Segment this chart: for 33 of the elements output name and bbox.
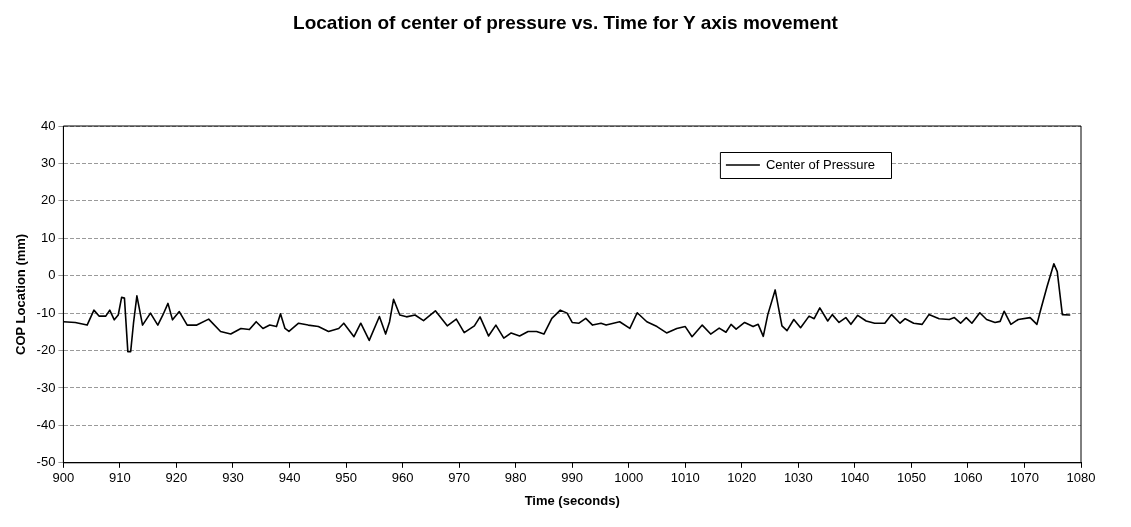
- y-tick-label: -50: [36, 454, 56, 470]
- y-tick-label: 0: [48, 267, 56, 283]
- legend-label: Center of Pressure: [765, 156, 876, 172]
- y-tick-label: -20: [36, 342, 56, 358]
- x-tick-label: 1010: [670, 470, 700, 486]
- y-tick-label: 40: [40, 117, 56, 133]
- x-tick-label: 910: [109, 470, 131, 486]
- chart-title: Location of center of pressure vs. Time for Y axis movement: [292, 12, 839, 34]
- x-tick-label: 1070: [1010, 470, 1039, 486]
- y-tick-label: -30: [36, 379, 56, 395]
- x-tick-label: 900: [52, 470, 75, 486]
- x-tick-label: 970: [448, 470, 470, 486]
- y-axis-title: COP Location (mm): [13, 233, 29, 355]
- x-tick-label: 1060: [953, 470, 983, 486]
- x-tick-label: 1030: [783, 470, 813, 486]
- y-tick-label: -10: [36, 304, 56, 320]
- y-tick-label: 20: [40, 192, 56, 208]
- x-tick-label: 1050: [896, 470, 926, 486]
- x-tick-label: 1080: [1066, 470, 1096, 486]
- x-tick-label: 1020: [727, 470, 757, 486]
- y-tick-label: 30: [40, 155, 56, 170]
- x-tick-label: 940: [278, 470, 301, 486]
- y-tick-label: -40: [36, 416, 56, 432]
- y-tick-label: 10: [40, 229, 56, 245]
- x-tick-label: 990: [561, 470, 584, 486]
- x-tick-label: 1040: [840, 470, 870, 486]
- x-tick-label: 920: [165, 470, 188, 486]
- x-tick-label: 930: [222, 470, 244, 486]
- x-tick-label: 1000: [614, 470, 644, 486]
- x-tick-label: 950: [335, 470, 357, 486]
- x-axis-title: Time (seconds): [524, 492, 620, 508]
- x-tick-label: 960: [391, 470, 414, 486]
- x-tick-label: 980: [504, 470, 527, 486]
